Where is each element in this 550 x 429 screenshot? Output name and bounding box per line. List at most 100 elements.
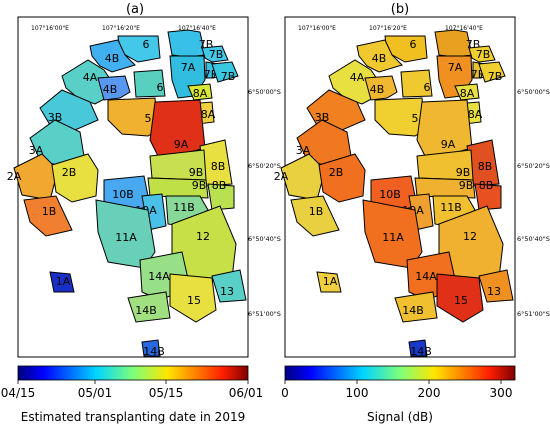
plot-15-area xyxy=(169,273,217,323)
lat-label: 6°50'20"S xyxy=(517,162,550,170)
plot-label: 2A xyxy=(274,170,289,183)
plot-4b-area xyxy=(356,39,403,73)
lat-label: 6°50'40"S xyxy=(517,235,550,243)
plot-label: 7A xyxy=(448,61,463,74)
plot-label: 14B xyxy=(410,345,432,358)
lat-label: 6°50'00"S xyxy=(517,88,550,96)
plot-label: 9B xyxy=(189,166,204,179)
plot-label: 6 xyxy=(157,81,164,94)
plot-13-area xyxy=(478,269,514,303)
lat-labels: 6°50'00"S 6°50'20"S 6°50'40"S 6°51'00"S … xyxy=(248,88,550,318)
lat-label: 6°50'20"S xyxy=(248,162,281,170)
panel-b-map: (b) 107°16'00"E 107°16'20"E 107°16'40"E … xyxy=(274,2,516,358)
plot-15-area xyxy=(436,273,484,323)
lon-label: 107°16'20"E xyxy=(102,25,140,32)
plot-label: 5 xyxy=(412,112,419,125)
plot-label: 9B xyxy=(192,179,207,192)
plot-label: 3B xyxy=(315,111,330,124)
plot-label: 13 xyxy=(487,285,501,298)
plot-label: 3B xyxy=(48,111,63,124)
plot-4b-area xyxy=(89,39,136,73)
plot-1a-area xyxy=(316,271,342,293)
plot-label: 9A xyxy=(441,138,456,151)
plot-2b-area xyxy=(51,153,99,203)
plot-label: 10B xyxy=(379,188,401,201)
plot-label: 8A xyxy=(201,108,216,121)
plot-label: 4B xyxy=(372,52,387,65)
lon-label: 107°16'40"E xyxy=(445,25,483,32)
plot-9b-area xyxy=(414,177,476,199)
plot-label: 12 xyxy=(196,230,210,243)
plot-label: 8B xyxy=(479,179,494,192)
plot-13-area xyxy=(211,269,247,303)
plot-label: 4B xyxy=(105,52,120,65)
lat-label: 6°50'40"S xyxy=(248,235,281,243)
plot-label: 12 xyxy=(463,230,477,243)
plot-2b-area xyxy=(318,153,366,203)
panel-a-label: (a) xyxy=(126,2,144,17)
plot-label: 1B xyxy=(42,205,57,218)
plot-9b-area xyxy=(147,177,209,199)
plot-label: 2B xyxy=(62,166,77,179)
plot-8b-area xyxy=(474,183,502,211)
plot-5-area xyxy=(374,97,426,137)
plot-label: 14B xyxy=(402,304,424,317)
plot-label: 7B xyxy=(488,70,503,83)
plot-label: 11A xyxy=(115,231,137,244)
plot-14b-area xyxy=(394,291,438,323)
plot-label: 7A xyxy=(181,61,196,74)
plot-label: 2B xyxy=(329,166,344,179)
plot-label: 8A xyxy=(460,87,475,100)
plot-label: 1B xyxy=(309,205,324,218)
lon-label: 107°16'00"E xyxy=(298,25,336,32)
plot-label: 7B xyxy=(221,70,236,83)
plot-label: 14A xyxy=(148,270,170,283)
plot-label: 8A xyxy=(193,87,208,100)
colorbar-b-tick: 100 xyxy=(346,386,369,400)
plot-label: 11B xyxy=(440,201,462,214)
plot-label: 4B xyxy=(370,83,385,96)
plot-label: 7B xyxy=(209,48,224,61)
plot-2a-area xyxy=(280,153,326,201)
lon-label: 107°16'20"E xyxy=(369,25,407,32)
plot-label: 8B xyxy=(212,179,227,192)
colorbar-b: 0 100 200 300 Signal (dB) xyxy=(281,365,516,424)
plot-7b-area xyxy=(211,61,239,83)
plot-label: 14B xyxy=(143,345,165,358)
colorbar-a-tick: 04/15 xyxy=(1,386,36,400)
plot-label: 14A xyxy=(415,270,437,283)
plot-label: 9A xyxy=(174,138,189,151)
plot-label: 8B xyxy=(478,160,493,173)
plot-label: 15 xyxy=(187,294,201,307)
plot-label: 9B xyxy=(459,179,474,192)
lat-label: 6°50'00"S xyxy=(248,88,281,96)
plot-label: 10B xyxy=(112,188,134,201)
plot-8b-area xyxy=(207,183,235,211)
plot-label: 1A xyxy=(56,275,71,288)
plot-label: 13 xyxy=(220,285,234,298)
plot-label: 6 xyxy=(143,38,150,51)
plot-label: 15 xyxy=(454,294,468,307)
plot-label: 3A xyxy=(296,144,311,157)
plot-label: 8B xyxy=(211,160,226,173)
plot-label: 4B xyxy=(103,83,118,96)
lon-label: 107°16'00"E xyxy=(31,25,69,32)
plot-label: 9B xyxy=(456,166,471,179)
plot-8a-area xyxy=(187,83,213,101)
lat-label: 6°51'00"S xyxy=(248,310,281,318)
plot-4b-area xyxy=(97,75,131,101)
plot-14b-area xyxy=(141,339,161,357)
plot-7b-area xyxy=(478,61,506,83)
colorbar-b-tick: 0 xyxy=(281,386,289,400)
colorbar-a-title: Estimated transplanting date in 2019 xyxy=(21,410,245,424)
colorbar-b-tick: 300 xyxy=(490,386,513,400)
plot-6-area xyxy=(400,69,433,98)
colorbar-a-tick: 05/01 xyxy=(78,386,113,400)
plot-label: 8A xyxy=(468,108,483,121)
plot-label: 4A xyxy=(350,71,365,84)
colorbar-b-tick: 200 xyxy=(418,386,441,400)
colorbar-a-tick: 05/15 xyxy=(149,386,184,400)
colorbar-a: 04/15 05/01 05/15 06/01 Estimated transp… xyxy=(1,365,263,424)
plot-14b-area xyxy=(408,339,428,357)
plot-label: 11B xyxy=(173,201,195,214)
